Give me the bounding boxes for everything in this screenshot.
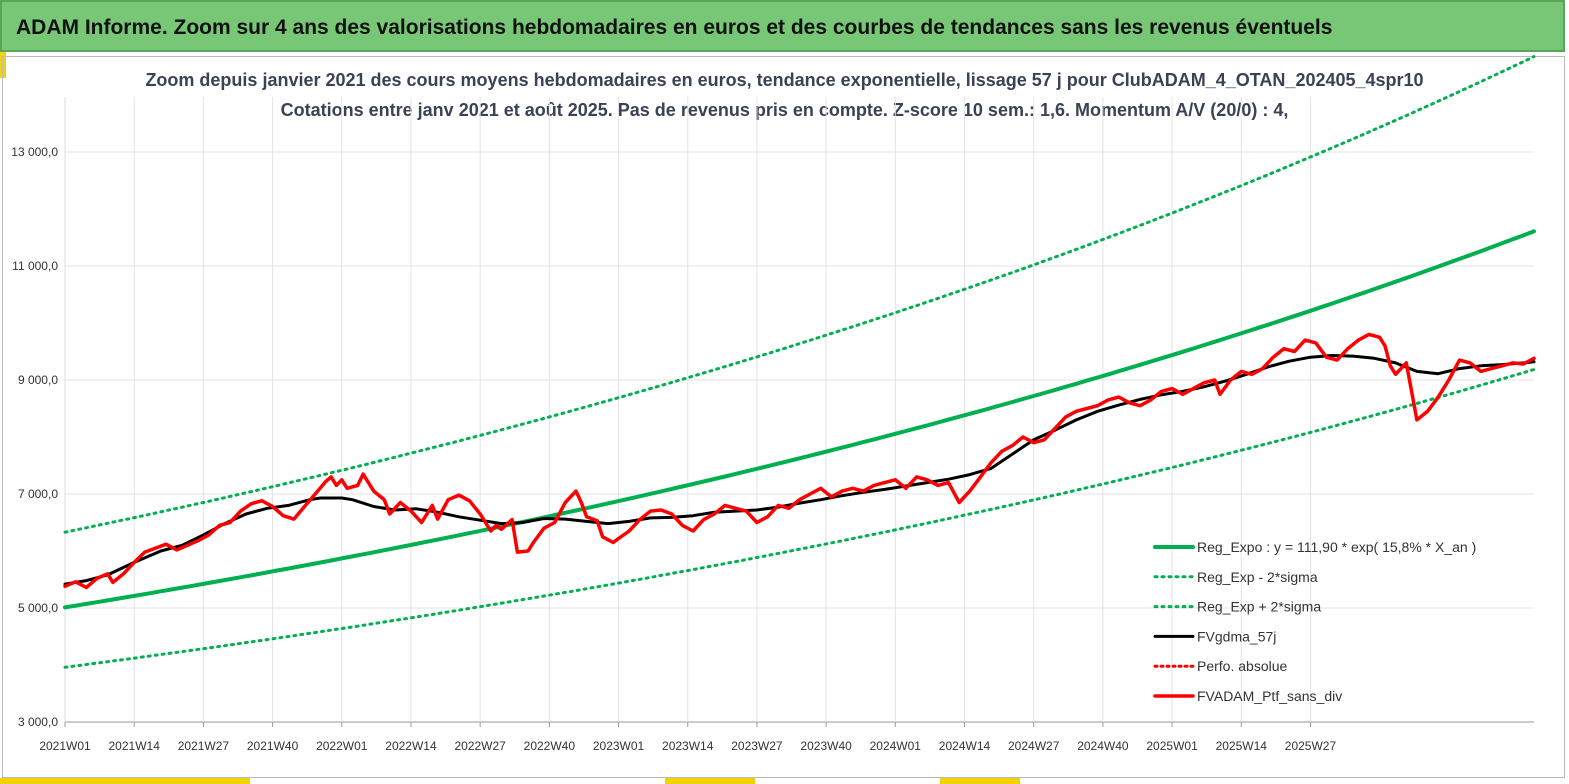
series-reg-exp-minus-2sigma-line <box>63 368 1536 669</box>
accent-bar-bottom-3 <box>940 778 1020 784</box>
y-tick-label: 5 000,0 <box>18 601 58 615</box>
x-tick-label: 2023W01 <box>593 739 645 753</box>
banner-title: ADAM Informe. Zoom sur 4 ans des valoris… <box>16 16 1333 39</box>
series-reg-expo-line <box>63 229 1536 610</box>
legend-label: Perfo. absolue <box>1197 658 1287 674</box>
y-tick-label: 7 000,0 <box>18 487 58 501</box>
y-tick-label: 3 000,0 <box>18 715 58 729</box>
x-tick-label: 2023W40 <box>800 739 852 753</box>
chart-frame <box>2 56 1565 778</box>
y-tick-label: 13 000,0 <box>11 145 58 159</box>
legend-label: FVgdma_57j <box>1197 628 1276 644</box>
legend-label: FVADAM_Ptf_sans_div <box>1197 688 1342 704</box>
x-tick-label: 2022W27 <box>454 739 506 753</box>
x-tick-label: 2023W27 <box>731 739 783 753</box>
series-fvadam-ptf-line <box>63 332 1536 590</box>
x-tick-label: 2024W14 <box>939 739 991 753</box>
x-tick-label: 2021W40 <box>247 739 299 753</box>
chart-title: Zoom depuis janvier 2021 des cours moyen… <box>145 70 1424 90</box>
x-tick-label: 2025W14 <box>1216 739 1268 753</box>
x-tick-label: 2023W14 <box>662 739 714 753</box>
accent-bar-left <box>0 52 6 78</box>
x-tick-label: 2021W27 <box>178 739 230 753</box>
series-reg-exp-plus-2sigma-line <box>63 55 1536 534</box>
x-tick-label: 2024W40 <box>1077 739 1129 753</box>
x-tick-label: 2022W40 <box>524 739 576 753</box>
accent-bar-bottom-1 <box>0 778 250 784</box>
x-tick-label: 2024W01 <box>870 739 922 753</box>
accent-bar-bottom-2 <box>665 778 755 784</box>
x-tick-label: 2021W14 <box>109 739 161 753</box>
x-tick-label: 2025W01 <box>1146 739 1198 753</box>
y-tick-label: 11 000,0 <box>12 259 58 273</box>
x-tick-label: 2025W27 <box>1285 739 1337 753</box>
x-tick-label: 2024W27 <box>1008 739 1060 753</box>
series-fvgdma-57j-line <box>63 354 1536 586</box>
chart-subtitle: Cotations entre janv 2021 et août 2025. … <box>280 100 1289 120</box>
header-banner: ADAM Informe. Zoom sur 4 ans des valoris… <box>0 0 1565 52</box>
legend-label: Reg_Exp + 2*sigma <box>1197 599 1321 615</box>
x-tick-label: 2022W01 <box>316 739 368 753</box>
x-tick-label: 2022W14 <box>385 739 437 753</box>
legend-label: Reg_Exp - 2*sigma <box>1197 569 1318 585</box>
y-tick-label: 9 000,0 <box>18 373 58 387</box>
x-tick-label: 2021W01 <box>39 739 91 753</box>
legend-label: Reg_Expo : y = 111,90 * exp( 15,8% * X_a… <box>1197 539 1476 555</box>
